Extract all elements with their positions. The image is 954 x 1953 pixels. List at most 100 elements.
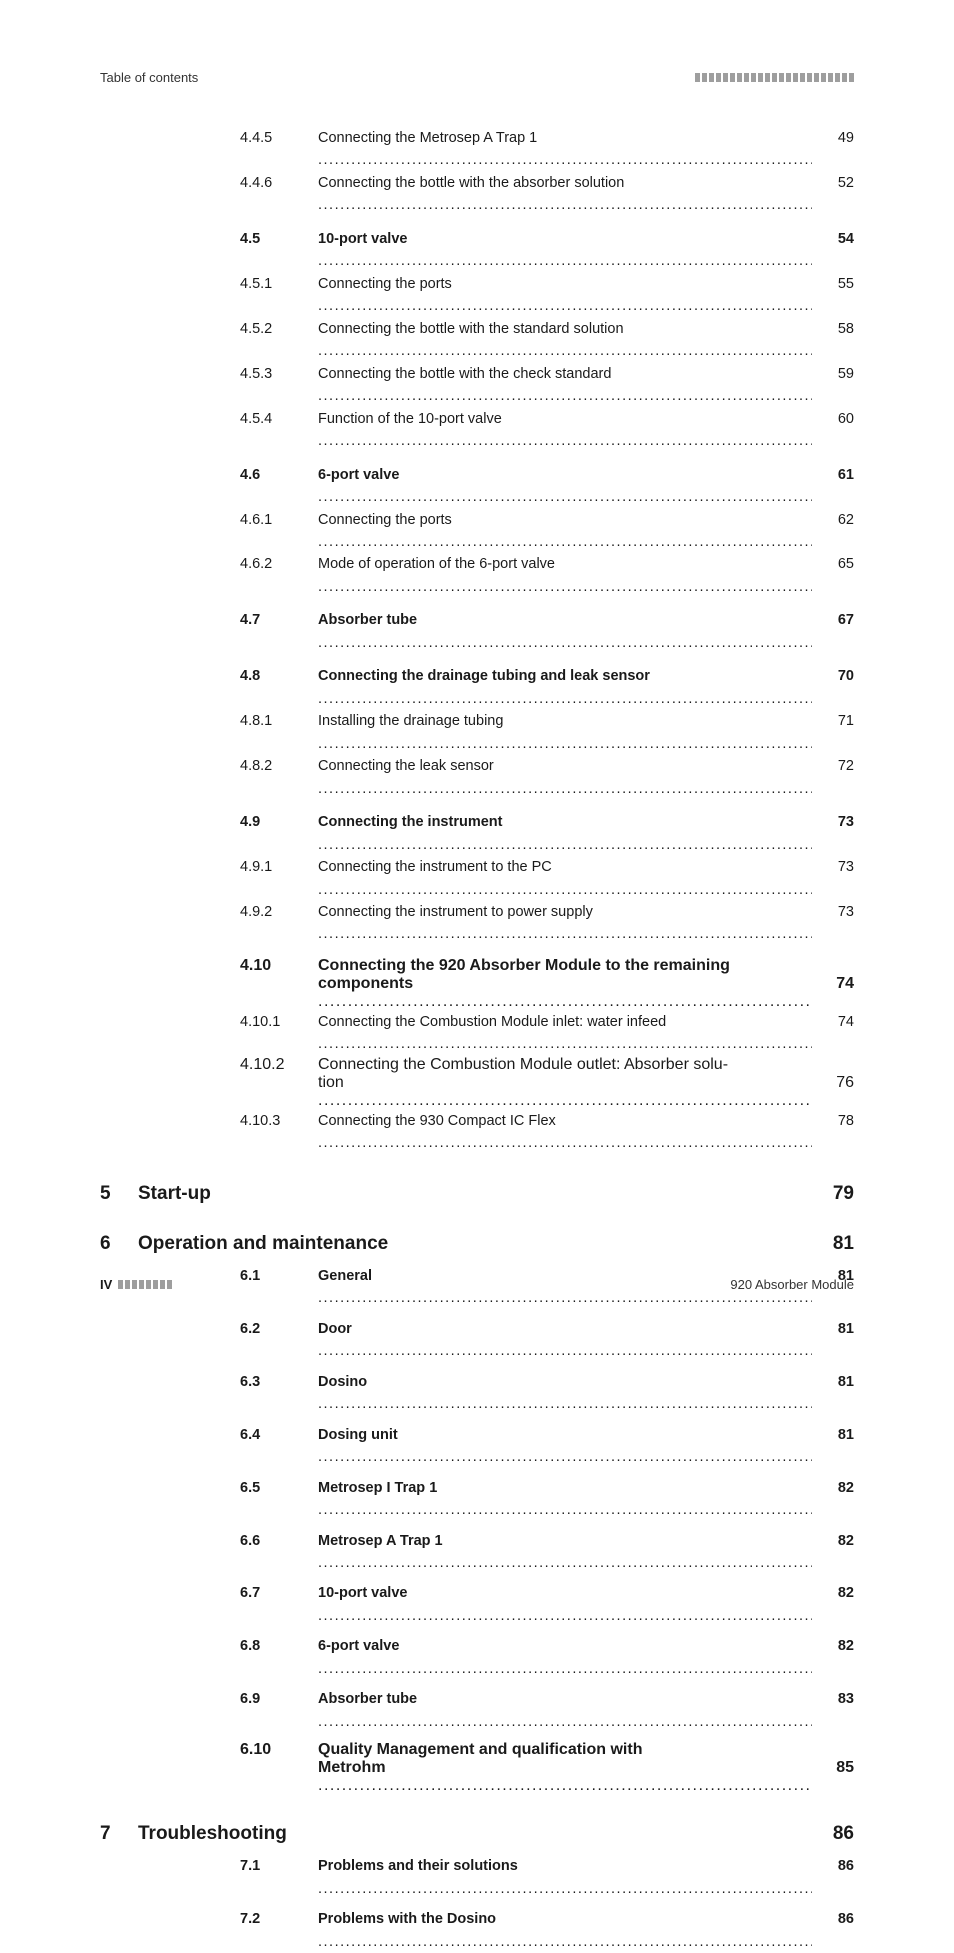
toc-entry-page: 82 bbox=[812, 1635, 854, 1657]
footer-doc-title: 920 Absorber Module bbox=[730, 1277, 854, 1292]
footer-page-roman: IV bbox=[100, 1277, 112, 1292]
toc-entry-title-line2: tion bbox=[318, 1074, 812, 1110]
toc-entry-title: Problems with the Dosino bbox=[318, 1908, 812, 1953]
toc-entry-number: 4.10.1 bbox=[240, 1011, 318, 1033]
toc-entry-number: 6.3 bbox=[240, 1371, 318, 1393]
toc-entry-title: Connecting the Metrosep A Trap 1 bbox=[318, 127, 812, 172]
toc-entry-title: Connecting the instrument to the PC bbox=[318, 856, 812, 901]
toc-group-gap bbox=[240, 453, 854, 464]
toc-entry-page: 74 bbox=[812, 1011, 854, 1033]
toc-entry-title: 10-port valve bbox=[318, 1582, 812, 1627]
toc-entry-title: Connecting the bottle with the standard … bbox=[318, 318, 812, 363]
document-page: Table of contents 4.4.5Connecting the Me… bbox=[0, 0, 954, 1350]
toc-entry-page: 54 bbox=[812, 228, 854, 250]
toc-chapter-title: Start-up bbox=[138, 1183, 812, 1205]
footer-left: IV bbox=[100, 1277, 172, 1292]
toc-entry: 4.8.2Connecting the leak sensor 72 bbox=[240, 755, 854, 800]
toc-entry-page: 72 bbox=[812, 755, 854, 777]
toc-entry-title: Problems and their solutions bbox=[318, 1855, 812, 1900]
toc-chapter-number: 7 bbox=[100, 1823, 138, 1845]
toc-entry: 4.4.6Connecting the bottle with the abso… bbox=[240, 172, 854, 217]
toc-entry: 6.4Dosing unit 81 bbox=[240, 1424, 854, 1469]
toc-entry-page: 62 bbox=[812, 509, 854, 531]
toc-entry-page: 76 bbox=[812, 1074, 854, 1092]
toc-entry-page: 70 bbox=[812, 665, 854, 687]
toc-entry-page: 86 bbox=[812, 1855, 854, 1877]
footer-decoration-bars bbox=[118, 1280, 172, 1289]
toc-entry-number: 4.10.2 bbox=[240, 1056, 318, 1074]
toc-entry-title: Connecting the Combustion Module inlet: … bbox=[318, 1011, 812, 1056]
toc-entry: 4.10.1Connecting the Combustion Module i… bbox=[240, 1011, 854, 1056]
toc-entry-number: 4.6.1 bbox=[240, 509, 318, 531]
toc-entry-title: 10-port valve bbox=[318, 228, 812, 273]
toc-entry-title: Connecting the leak sensor bbox=[318, 755, 812, 800]
toc-entry-title: Door bbox=[318, 1318, 812, 1363]
toc-entry-page: 81 bbox=[812, 1318, 854, 1340]
toc-chapter: 5Start-up79 bbox=[100, 1183, 854, 1205]
toc-entry: 6.6Metrosep A Trap 1 82 bbox=[240, 1530, 854, 1575]
toc-entry-title: Connecting the ports bbox=[318, 509, 812, 554]
header-left-text: Table of contents bbox=[100, 70, 198, 85]
toc-entry: 4.5.4Function of the 10-port valve 60 bbox=[240, 408, 854, 453]
toc-entry: 4.8.1Installing the drainage tubing 71 bbox=[240, 710, 854, 755]
toc-entry: 4.5.2Connecting the bottle with the stan… bbox=[240, 318, 854, 363]
toc-entry-title-line1: Quality Management and qualification wit… bbox=[318, 1741, 854, 1759]
toc-entry-page: 58 bbox=[812, 318, 854, 340]
toc-entry: 7.2Problems with the Dosino 86 bbox=[240, 1908, 854, 1953]
toc-entry: 7.1Problems and their solutions 86 bbox=[240, 1855, 854, 1900]
toc-chapter-number: 6 bbox=[100, 1233, 138, 1255]
toc-group-gap bbox=[240, 217, 854, 228]
toc-entry-title: Connecting the bottle with the check sta… bbox=[318, 363, 812, 408]
toc-entry-title: Absorber tube bbox=[318, 1688, 812, 1733]
toc-entry-title: 6-port valve bbox=[318, 464, 812, 509]
toc-entry-title: Dosing unit bbox=[318, 1424, 812, 1469]
header-decoration-bars bbox=[695, 73, 854, 82]
toc-entry: 6.9Absorber tube 83 bbox=[240, 1688, 854, 1733]
toc-entry-number: 4.4.6 bbox=[240, 172, 318, 194]
toc-entry-title: Absorber tube bbox=[318, 609, 812, 654]
toc-entry-page: 49 bbox=[812, 127, 854, 149]
toc-entry: 4.7Absorber tube 67 bbox=[240, 609, 854, 654]
toc-entry-title-line1: Connecting the Combustion Module outlet:… bbox=[318, 1056, 854, 1074]
toc-entry-page: 61 bbox=[812, 464, 854, 486]
toc-entry-page: 82 bbox=[812, 1530, 854, 1552]
toc-entry-page: 81 bbox=[812, 1424, 854, 1446]
toc-entry-title-line2: Metrohm bbox=[318, 1759, 812, 1795]
toc-entry-number: 4.4.5 bbox=[240, 127, 318, 149]
toc-entry-page: 71 bbox=[812, 710, 854, 732]
toc-entry-title: Connecting the instrument bbox=[318, 811, 812, 856]
toc-entry-title-line1: Connecting the 920 Absorber Module to th… bbox=[318, 957, 854, 975]
toc-entry-number: 6.9 bbox=[240, 1688, 318, 1710]
toc-entry: 4.9.2Connecting the instrument to power … bbox=[240, 901, 854, 946]
toc-entry-title: Connecting the ports bbox=[318, 273, 812, 318]
table-of-contents: 4.4.5Connecting the Metrosep A Trap 1 49… bbox=[100, 127, 854, 1953]
toc-entry-title: Dosino bbox=[318, 1371, 812, 1416]
toc-entry-page: 65 bbox=[812, 553, 854, 575]
toc-entry-page: 82 bbox=[812, 1582, 854, 1604]
toc-entry-title: Connecting the instrument to power suppl… bbox=[318, 901, 812, 946]
toc-entry-number: 6.10 bbox=[240, 1741, 318, 1759]
toc-entry: 4.10.3Connecting the 930 Compact IC Flex… bbox=[240, 1110, 854, 1155]
page-header: Table of contents bbox=[100, 70, 854, 85]
toc-entry-number: 4.5 bbox=[240, 228, 318, 250]
toc-chapter: 7Troubleshooting86 bbox=[100, 1823, 854, 1845]
toc-entry-number: 4.8.1 bbox=[240, 710, 318, 732]
toc-entry-number: 6.5 bbox=[240, 1477, 318, 1499]
toc-group-gap bbox=[240, 800, 854, 811]
toc-entry-title: Metrosep A Trap 1 bbox=[318, 1530, 812, 1575]
toc-chapter-page: 81 bbox=[812, 1233, 854, 1255]
toc-entry-number: 4.5.4 bbox=[240, 408, 318, 430]
toc-entry-page: 73 bbox=[812, 811, 854, 833]
toc-entry-page: 52 bbox=[812, 172, 854, 194]
toc-entry-number: 4.7 bbox=[240, 609, 318, 631]
toc-entry-multiline: 6.10Quality Management and qualification… bbox=[240, 1741, 854, 1795]
toc-entry-title: Mode of operation of the 6-port valve bbox=[318, 553, 812, 598]
toc-entry: 4.4.5Connecting the Metrosep A Trap 1 49 bbox=[240, 127, 854, 172]
toc-entry-number: 4.10 bbox=[240, 957, 318, 975]
toc-entry-page: 73 bbox=[812, 856, 854, 878]
toc-entry-title: Function of the 10-port valve bbox=[318, 408, 812, 453]
toc-entry: 6.3Dosino 81 bbox=[240, 1371, 854, 1416]
toc-entry-multiline: 4.10Connecting the 920 Absorber Module t… bbox=[240, 957, 854, 1011]
toc-chapter-title: Operation and maintenance bbox=[138, 1233, 812, 1255]
page-footer: IV 920 Absorber Module bbox=[100, 1277, 854, 1292]
